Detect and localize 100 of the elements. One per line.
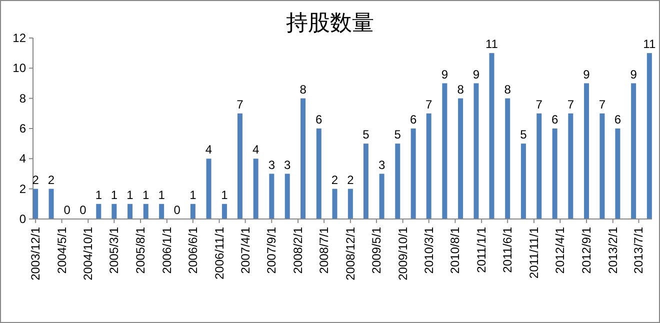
bar: [615, 128, 620, 219]
data-label: 1: [142, 188, 150, 202]
bar: [489, 53, 494, 219]
bar: [332, 188, 338, 219]
x-tick-label: 2004/10/1: [81, 226, 96, 280]
data-label: 3: [284, 158, 292, 172]
data-label: 9: [441, 67, 448, 82]
data-label: 11: [486, 37, 498, 52]
bar: [584, 83, 590, 219]
data-label: 2: [48, 172, 55, 187]
bar: [379, 174, 384, 219]
bar: [128, 204, 133, 219]
bar: [458, 98, 464, 219]
bar: [363, 144, 368, 219]
x-tick-label: 2003/12/1: [28, 226, 43, 280]
data-label: 11: [643, 37, 656, 52]
bar: [316, 128, 322, 219]
bar: [426, 113, 432, 219]
data-label: 5: [362, 128, 370, 142]
bar: [410, 128, 416, 219]
y-tick-label: 4: [19, 152, 26, 166]
y-tick-label: 10: [12, 61, 26, 76]
x-tick-label: 2011/1/1: [474, 226, 489, 273]
data-label: 6: [614, 112, 622, 126]
x-tick-label: 2011/6/1: [500, 226, 515, 273]
bar: [253, 158, 258, 219]
data-label: 0: [174, 203, 181, 217]
data-label: 2: [331, 172, 338, 187]
bar: [520, 144, 526, 219]
data-label: 6: [551, 112, 558, 126]
bar: [237, 113, 242, 219]
data-label: 0: [64, 203, 71, 217]
bar: [348, 188, 353, 219]
bar: [33, 188, 38, 219]
data-label: 1: [126, 188, 134, 202]
data-label: 3: [268, 158, 276, 172]
bar: [222, 204, 227, 219]
y-tick-label: 0: [19, 212, 26, 226]
bar: [395, 144, 400, 219]
bar: [474, 83, 479, 219]
data-label: 1: [190, 188, 197, 202]
data-label: 0: [80, 203, 87, 217]
bar: [190, 204, 196, 219]
x-tick-label: 2006/1/1: [160, 226, 174, 274]
bar: [442, 83, 448, 219]
x-tick-label: 2010/8/1: [448, 226, 462, 274]
y-tick-label: 2: [19, 182, 26, 196]
bar: [552, 128, 558, 219]
x-tick-label: 2013/2/1: [606, 226, 620, 274]
bar: [269, 174, 274, 219]
data-label: 1: [110, 188, 118, 202]
data-label: 7: [567, 97, 574, 112]
x-tick-label: 2008/7/1: [317, 226, 332, 274]
x-tick-label: 2004/5/1: [54, 226, 69, 274]
data-label: 1: [95, 188, 102, 202]
data-label: 7: [236, 97, 244, 112]
data-label: 7: [598, 97, 606, 112]
bar: [646, 53, 652, 219]
data-label: 5: [394, 128, 402, 142]
data-label: 4: [205, 142, 212, 157]
x-tick-label: 2008/12/1: [343, 226, 358, 280]
data-label: 9: [630, 67, 638, 82]
bar: [568, 113, 574, 219]
data-label: 5: [520, 128, 528, 142]
data-label: 3: [378, 158, 386, 172]
chart-title: 持股数量: [286, 10, 374, 35]
x-tick-label: 2009/10/1: [396, 226, 410, 280]
bar: [159, 204, 164, 219]
y-tick-label: 12: [12, 31, 26, 45]
x-tick-label: 2011/11/1: [526, 226, 541, 279]
data-label: 6: [410, 112, 417, 126]
y-tick-label: 6: [19, 122, 26, 136]
bar: [631, 83, 636, 219]
x-tick-label: 2012/4/1: [553, 226, 568, 274]
data-label: 7: [425, 97, 432, 112]
data-label: 4: [252, 142, 260, 157]
bar: [112, 204, 117, 219]
x-tick-label: 2012/9/1: [580, 226, 594, 274]
x-tick-label: 2006/11/1: [212, 226, 226, 280]
data-label: 1: [221, 188, 228, 202]
data-label: 1: [158, 188, 166, 202]
data-label: 2: [32, 172, 40, 187]
data-label: 9: [472, 67, 480, 82]
data-label: 8: [457, 82, 464, 96]
data-label: 9: [583, 67, 590, 82]
data-label: 7: [536, 97, 543, 112]
bar: [284, 174, 290, 219]
x-tick-label: 2007/9/1: [264, 226, 279, 274]
bar: [300, 98, 306, 219]
x-tick-label: 2013/7/1: [632, 226, 646, 274]
y-tick-label: 8: [19, 91, 26, 106]
bar: [536, 113, 542, 219]
x-tick-label: 2006/6/1: [186, 226, 200, 274]
bar: [48, 188, 54, 219]
x-tick-label: 2007/4/1: [238, 226, 252, 274]
bar: [600, 113, 605, 219]
x-tick-label: 2009/5/1: [369, 226, 384, 274]
bar: [143, 204, 148, 219]
data-label: 2: [347, 172, 354, 187]
x-tick-label: 2010/3/1: [422, 226, 436, 274]
